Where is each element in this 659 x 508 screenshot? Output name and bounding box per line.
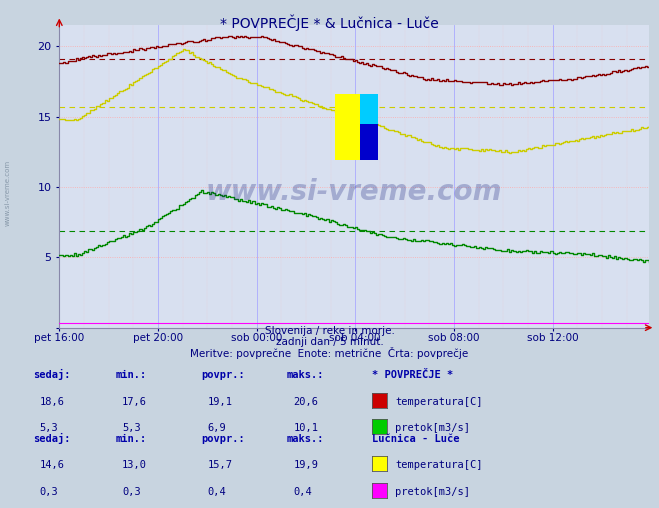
- Text: 10,1: 10,1: [293, 423, 318, 433]
- Text: temperatura[C]: temperatura[C]: [395, 460, 483, 470]
- Text: Slovenija / reke in morje.: Slovenija / reke in morje.: [264, 326, 395, 336]
- Text: * POVPREČJE *: * POVPREČJE *: [372, 370, 453, 380]
- Text: zadnji dan / 5 minut.: zadnji dan / 5 minut.: [275, 337, 384, 347]
- Text: sedaj:: sedaj:: [33, 369, 71, 380]
- Text: pretok[m3/s]: pretok[m3/s]: [395, 423, 471, 433]
- Text: www.si-vreme.com: www.si-vreme.com: [5, 160, 11, 226]
- Text: povpr.:: povpr.:: [201, 434, 244, 444]
- Text: 0,4: 0,4: [208, 487, 226, 497]
- Text: 5,3: 5,3: [40, 423, 58, 433]
- Text: 0,3: 0,3: [40, 487, 58, 497]
- Text: 0,4: 0,4: [293, 487, 312, 497]
- Text: 14,6: 14,6: [40, 460, 65, 470]
- Text: 19,1: 19,1: [208, 397, 233, 407]
- Text: povpr.:: povpr.:: [201, 370, 244, 380]
- Text: Lučnica - Luče: Lučnica - Luče: [372, 434, 460, 444]
- Text: min.:: min.:: [115, 434, 146, 444]
- Text: 15,7: 15,7: [208, 460, 233, 470]
- Text: sedaj:: sedaj:: [33, 433, 71, 444]
- Text: maks.:: maks.:: [287, 434, 324, 444]
- Text: 0,3: 0,3: [122, 487, 140, 497]
- Text: min.:: min.:: [115, 370, 146, 380]
- Text: * POVPREČJE * & Lučnica - Luče: * POVPREČJE * & Lučnica - Luče: [220, 14, 439, 30]
- Text: www.si-vreme.com: www.si-vreme.com: [206, 178, 502, 206]
- Text: pretok[m3/s]: pretok[m3/s]: [395, 487, 471, 497]
- Text: Meritve: povprečne  Enote: metrične  Črta: povprečje: Meritve: povprečne Enote: metrične Črta:…: [190, 346, 469, 359]
- Text: 6,9: 6,9: [208, 423, 226, 433]
- Text: 5,3: 5,3: [122, 423, 140, 433]
- Text: 18,6: 18,6: [40, 397, 65, 407]
- Text: maks.:: maks.:: [287, 370, 324, 380]
- Text: temperatura[C]: temperatura[C]: [395, 397, 483, 407]
- Text: 13,0: 13,0: [122, 460, 147, 470]
- Text: 20,6: 20,6: [293, 397, 318, 407]
- Text: 17,6: 17,6: [122, 397, 147, 407]
- Text: 19,9: 19,9: [293, 460, 318, 470]
